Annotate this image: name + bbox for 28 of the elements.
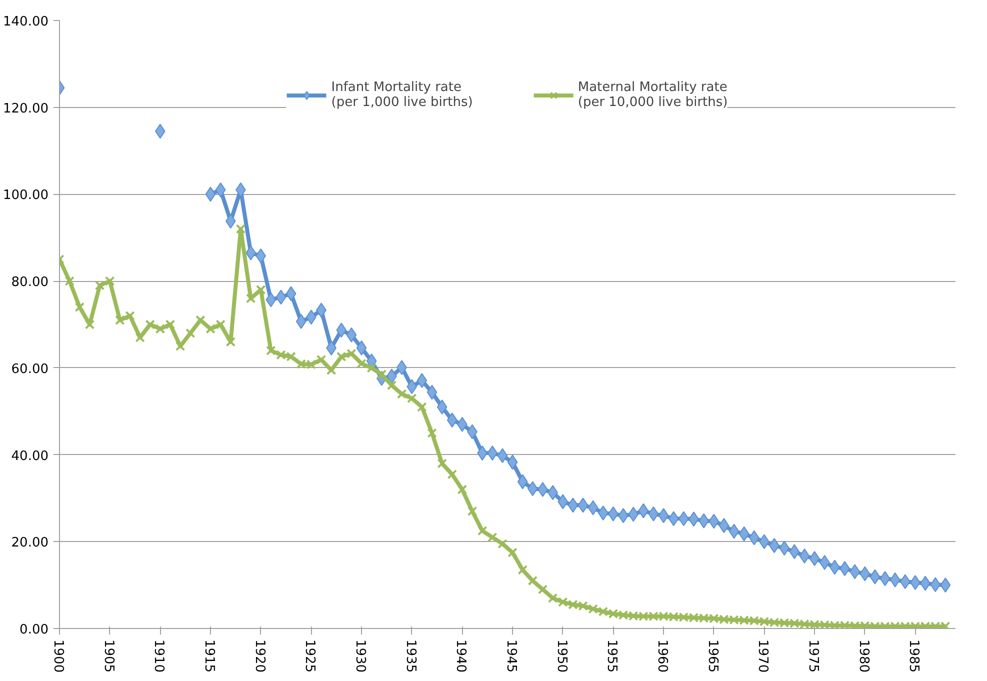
y-tick-label: 100.00 <box>3 188 49 204</box>
x-tick-label: 1965 <box>704 640 720 673</box>
x-tick-label: 1970 <box>755 640 770 673</box>
x-tick-label: 1925 <box>302 640 318 673</box>
x-tick-label: 1930 <box>352 640 368 673</box>
x-tick-label: 1985 <box>906 640 922 673</box>
x-tick-label: 1915 <box>202 640 217 673</box>
x-tick-label: 1900 <box>50 640 66 673</box>
y-tick-label: 80.00 <box>11 275 48 290</box>
x-tick-label: 1950 <box>554 640 569 673</box>
x-tick-label: 1945 <box>504 640 519 673</box>
x-tick-label: 1920 <box>252 640 267 673</box>
x-tick-label: 1980 <box>856 640 871 673</box>
y-tick-label: 120.00 <box>3 101 49 116</box>
y-tick-label: 40.00 <box>11 448 48 464</box>
x-tick-label: 1940 <box>453 640 468 673</box>
x-tick-label: 1960 <box>654 640 670 673</box>
y-tick-label: 60.00 <box>11 362 48 377</box>
legend-label: Infant Mortality rate (per 1,000 live births) <box>331 80 473 110</box>
y-tick-label: 140.00 <box>3 14 49 30</box>
x-tick-label: 1955 <box>604 640 620 673</box>
y-tick-label: 0.00 <box>20 622 49 638</box>
y-tick-label: 20.00 <box>11 536 48 551</box>
x-tick-label: 1905 <box>100 640 116 673</box>
x-tick-label: 1910 <box>151 640 166 673</box>
legend-label: Maternal Mortality rate (per 10,000 live births) <box>578 80 728 110</box>
x-tick-label: 1975 <box>806 640 821 673</box>
x-tick-label: 1935 <box>402 640 418 673</box>
